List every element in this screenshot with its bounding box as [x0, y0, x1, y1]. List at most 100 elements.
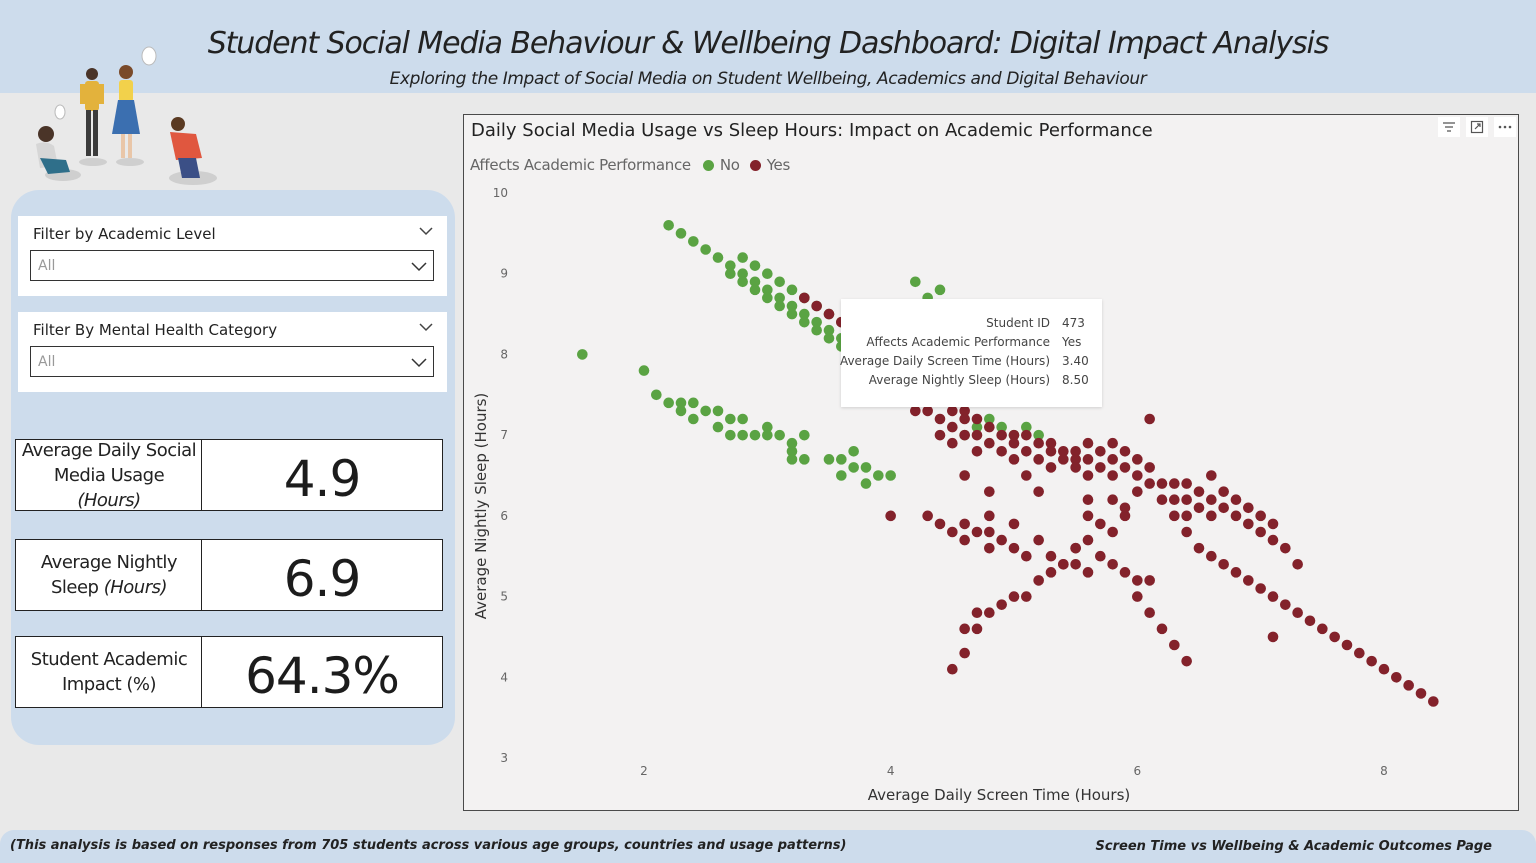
data-point-yes[interactable] — [1045, 437, 1057, 449]
data-point-no[interactable] — [688, 413, 699, 425]
data-point-yes[interactable] — [1292, 607, 1303, 619]
data-point-yes[interactable] — [1045, 567, 1057, 578]
data-point-no[interactable] — [860, 462, 872, 473]
data-point-yes[interactable] — [1033, 454, 1044, 465]
data-point-no[interactable] — [700, 244, 711, 255]
data-point-no[interactable] — [737, 252, 748, 263]
data-point-yes[interactable] — [1070, 462, 1081, 473]
data-point-yes[interactable] — [1230, 567, 1242, 578]
data-point-no[interactable] — [737, 429, 748, 441]
data-point-no[interactable] — [725, 268, 736, 280]
data-point-yes[interactable] — [1095, 462, 1106, 473]
data-point-yes[interactable] — [1095, 518, 1106, 530]
data-point-yes[interactable] — [1008, 591, 1020, 602]
data-point-yes[interactable] — [971, 623, 983, 635]
data-point-no[interactable] — [984, 413, 995, 425]
data-point-yes[interactable] — [1119, 445, 1131, 457]
data-point-yes[interactable] — [947, 405, 958, 417]
data-point-yes[interactable] — [1132, 454, 1143, 465]
data-point-yes[interactable] — [1206, 550, 1217, 562]
data-point-no[interactable] — [848, 462, 859, 473]
data-point-yes[interactable] — [1193, 542, 1205, 554]
data-point-yes[interactable] — [947, 437, 958, 449]
data-point-yes[interactable] — [971, 526, 983, 538]
data-point-no[interactable] — [799, 429, 810, 441]
data-point-yes[interactable] — [1403, 680, 1414, 691]
data-point-yes[interactable] — [1008, 437, 1020, 449]
data-point-yes[interactable] — [1082, 567, 1094, 578]
data-point-yes[interactable] — [1021, 470, 1032, 481]
data-point-no[interactable] — [762, 292, 773, 304]
data-point-yes[interactable] — [1021, 591, 1032, 602]
data-point-yes[interactable] — [1082, 454, 1094, 465]
data-point-yes[interactable] — [1255, 526, 1266, 538]
data-point-yes[interactable] — [1267, 534, 1279, 546]
data-point-no[interactable] — [811, 324, 822, 336]
data-point-yes[interactable] — [1082, 510, 1094, 522]
data-point-yes[interactable] — [959, 413, 970, 425]
data-point-yes[interactable] — [947, 421, 958, 433]
scatter-plot-area[interactable]: Average Nightly Sleep (Hours) Average Da… — [464, 115, 1517, 809]
data-point-yes[interactable] — [1095, 445, 1106, 457]
data-point-yes[interactable] — [1366, 655, 1377, 667]
data-point-yes[interactable] — [984, 542, 995, 554]
data-point-yes[interactable] — [1058, 445, 1069, 457]
data-point-yes[interactable] — [1132, 591, 1143, 602]
data-point-no[interactable] — [737, 276, 748, 288]
data-point-yes[interactable] — [959, 623, 970, 635]
data-point-yes[interactable] — [1119, 510, 1131, 522]
data-point-no[interactable] — [1021, 421, 1032, 433]
data-point-yes[interactable] — [1267, 591, 1279, 602]
data-point-yes[interactable] — [1045, 462, 1057, 473]
data-point-yes[interactable] — [1428, 696, 1439, 707]
data-point-yes[interactable] — [984, 421, 995, 433]
data-point-yes[interactable] — [1304, 615, 1316, 627]
data-point-no[interactable] — [638, 365, 650, 376]
data-point-yes[interactable] — [1033, 575, 1044, 586]
data-point-yes[interactable] — [1181, 510, 1192, 522]
data-point-no[interactable] — [675, 397, 687, 409]
data-point-no[interactable] — [786, 284, 798, 296]
data-point-yes[interactable] — [1045, 445, 1057, 457]
data-point-yes[interactable] — [1169, 494, 1180, 506]
data-point-yes[interactable] — [1021, 445, 1032, 457]
data-point-yes[interactable] — [984, 510, 995, 522]
data-point-no[interactable] — [996, 421, 1007, 433]
more-options-icon[interactable] — [1494, 117, 1516, 137]
data-point-no[interactable] — [786, 300, 798, 312]
data-point-yes[interactable] — [1107, 526, 1118, 538]
data-point-yes[interactable] — [823, 308, 835, 320]
data-point-no[interactable] — [823, 324, 835, 336]
data-point-yes[interactable] — [1230, 510, 1242, 522]
data-point-no[interactable] — [749, 276, 761, 288]
data-point-no[interactable] — [700, 405, 711, 417]
data-point-no[interactable] — [823, 454, 835, 465]
data-point-yes[interactable] — [1206, 510, 1217, 522]
data-point-no[interactable] — [651, 389, 662, 401]
data-point-yes[interactable] — [1181, 478, 1192, 489]
data-point-no[interactable] — [725, 413, 736, 425]
data-point-no[interactable] — [811, 316, 822, 328]
data-point-yes[interactable] — [1008, 542, 1020, 554]
data-point-yes[interactable] — [947, 526, 958, 538]
data-point-yes[interactable] — [1243, 575, 1254, 586]
data-point-yes[interactable] — [1082, 437, 1094, 449]
data-point-yes[interactable] — [1107, 558, 1118, 570]
data-point-yes[interactable] — [1008, 518, 1020, 530]
data-point-yes[interactable] — [1354, 647, 1365, 659]
data-point-yes[interactable] — [1082, 534, 1094, 546]
data-point-no[interactable] — [786, 308, 798, 320]
legend-label-yes[interactable]: Yes — [766, 156, 791, 174]
data-point-yes[interactable] — [959, 518, 970, 530]
data-point-no[interactable] — [786, 454, 798, 465]
data-point-yes[interactable] — [959, 405, 970, 417]
data-point-yes[interactable] — [799, 292, 810, 304]
data-point-no[interactable] — [712, 421, 724, 433]
data-point-no[interactable] — [934, 284, 946, 296]
data-point-yes[interactable] — [1206, 470, 1217, 481]
data-point-yes[interactable] — [1169, 639, 1180, 651]
data-point-yes[interactable] — [1292, 558, 1303, 570]
data-point-no[interactable] — [688, 397, 699, 409]
data-point-yes[interactable] — [971, 607, 983, 619]
chevron-down-icon[interactable] — [419, 320, 433, 334]
